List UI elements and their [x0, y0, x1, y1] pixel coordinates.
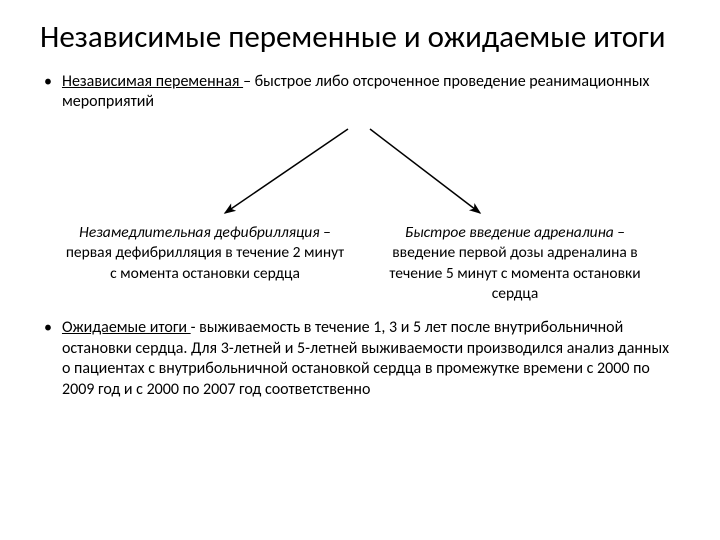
arrows-diagram — [40, 121, 680, 221]
bullet-dot-icon: • — [44, 318, 52, 339]
col-left-em: Незамедлительная дефибрилляция — [79, 223, 319, 242]
bullet-text: Независимая переменная – быстрое либо от… — [62, 72, 680, 114]
bullet-dot-icon: • — [44, 72, 52, 93]
arrow-left — [225, 129, 348, 213]
bullet-outcomes: • Ожидаемые итоги - выживаемость в течен… — [40, 318, 680, 401]
bullet-underline: Независимая переменная — [62, 72, 243, 91]
col-right-em: Быстрое введение адреналина — [405, 223, 614, 242]
branch-columns: Незамедлительная дефибрилляция – первая … — [64, 223, 656, 304]
arrows-svg — [0, 121, 720, 221]
bullet-independent-var: • Независимая переменная – быстрое либо … — [40, 72, 680, 114]
col-adrenaline: Быстрое введение адреналина – введение п… — [374, 223, 656, 304]
arrow-right — [370, 129, 480, 213]
bullet-underline: Ожидаемые итоги — [62, 318, 191, 337]
slide-title: Независимые переменные и ожидаемые итоги — [40, 20, 680, 56]
col-defibrillation: Незамедлительная дефибрилляция – первая … — [64, 223, 346, 304]
bullet-text: Ожидаемые итоги - выживаемость в течение… — [62, 318, 680, 401]
